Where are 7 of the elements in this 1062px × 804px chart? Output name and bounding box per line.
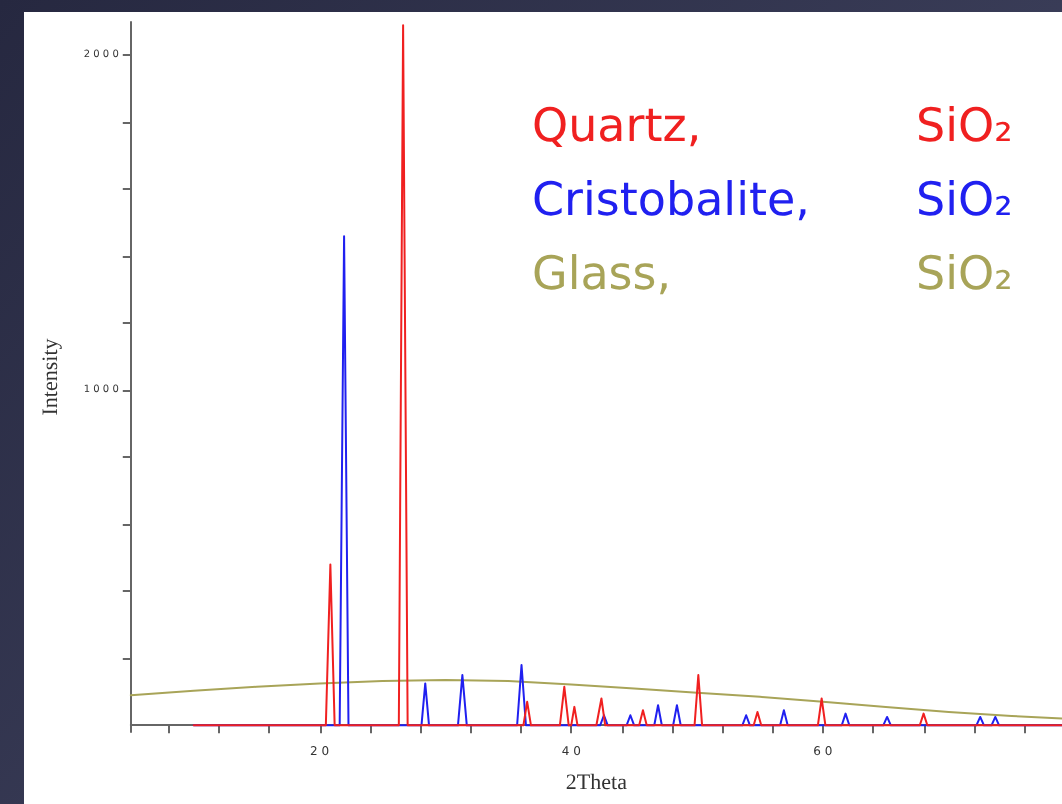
- x-axis-title: 2Theta: [565, 771, 628, 795]
- text: Cristobalite, SiO₂: [532, 175, 1013, 227]
- line-series: [129, 679, 1062, 720]
- line-series: [192, 24, 1062, 727]
- text: Quartz, SiO₂: [532, 101, 1013, 153]
- y-axis-title: Intensity: [39, 337, 63, 416]
- text: Glass, SiO₂: [532, 249, 1013, 301]
